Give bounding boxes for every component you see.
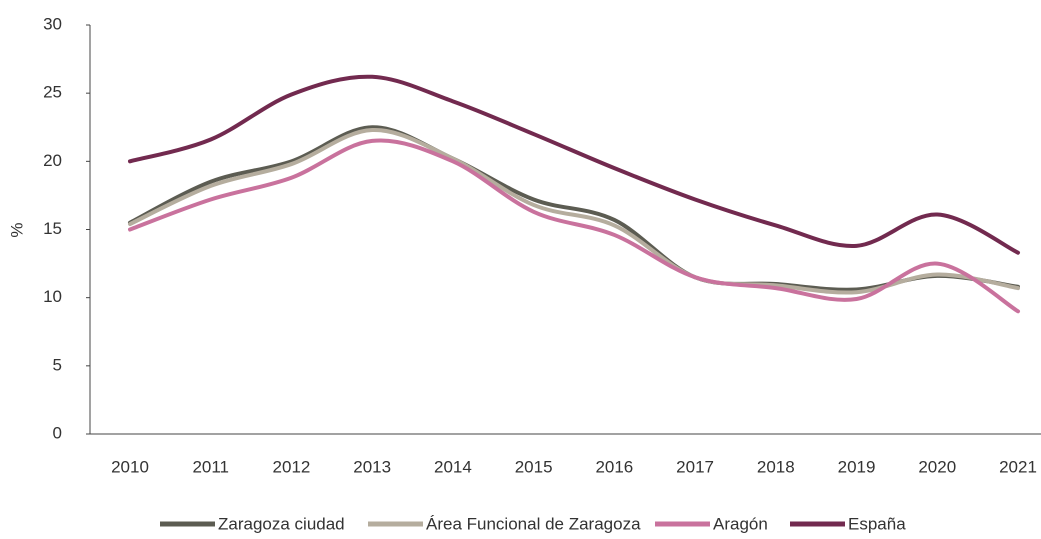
x-tick-label: 2020: [918, 457, 956, 476]
y-tick-label: 20: [43, 151, 62, 170]
y-axis-label: %: [7, 222, 26, 237]
y-tick-label: 30: [43, 14, 62, 33]
y-tick-label: 10: [43, 287, 62, 306]
legend-label: España: [848, 514, 906, 533]
line-series: [128, 127, 1020, 295]
legend-label: Área Funcional de Zaragoza: [426, 514, 641, 533]
legend-label: Aragón: [713, 514, 768, 533]
legend-label: Zaragoza ciudad: [218, 514, 345, 533]
x-tick-label: 2012: [273, 457, 311, 476]
y-tick-label: 25: [43, 83, 62, 102]
line-series: [128, 125, 1020, 292]
x-tick-label: 2015: [515, 457, 553, 476]
line-series: [128, 138, 1020, 314]
y-tick-label: 15: [43, 219, 62, 238]
x-tick-label: 2018: [757, 457, 795, 476]
x-tick-label: 2016: [595, 457, 633, 476]
line-series: [128, 74, 1020, 255]
x-tick-label: 2021: [999, 457, 1037, 476]
x-tick-label: 2017: [676, 457, 714, 476]
x-tick-label: 2011: [192, 457, 229, 476]
x-tick-label: 2019: [838, 457, 876, 476]
y-tick-label: 5: [53, 355, 62, 374]
x-tick-label: 2013: [353, 457, 391, 476]
x-tick-label: 2010: [111, 457, 149, 476]
y-tick-label: 0: [53, 423, 62, 442]
x-tick-label: 2014: [434, 457, 472, 476]
